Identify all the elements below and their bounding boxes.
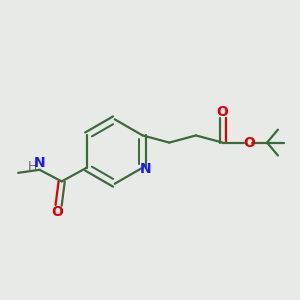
Text: H: H (28, 160, 38, 173)
Text: O: O (217, 105, 229, 119)
Text: N: N (34, 156, 45, 170)
Text: O: O (51, 205, 63, 219)
Text: O: O (243, 136, 255, 150)
Text: N: N (139, 162, 151, 176)
